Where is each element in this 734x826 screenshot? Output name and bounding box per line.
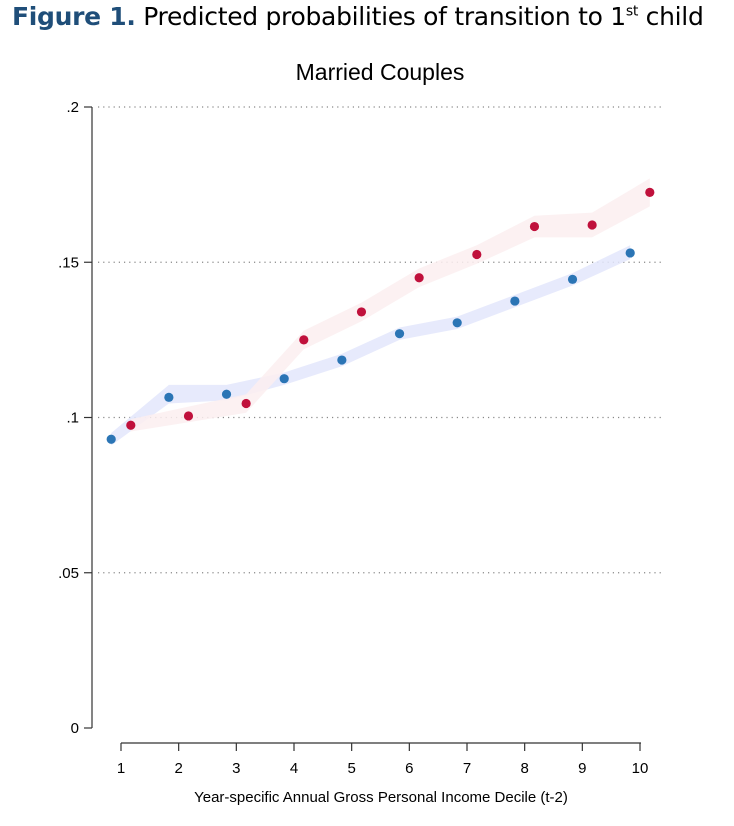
x-tick-label: 10 [632, 760, 649, 777]
y-ticks: 0 .05 .1 .15 .2 [58, 99, 92, 737]
figure-caption-end: child [638, 2, 704, 31]
data-point-series-2 [414, 273, 424, 283]
x-tick-label: 6 [405, 760, 413, 777]
y-tick-label: .15 [58, 254, 79, 271]
data-point-series-2 [587, 220, 597, 230]
y-tick-label: .2 [66, 99, 79, 116]
figure-caption: Predicted probabilities of transition to… [143, 2, 626, 31]
data-point-series-1 [452, 318, 462, 328]
x-tick-label: 2 [174, 760, 182, 777]
data-point-series-1 [221, 389, 232, 399]
x-tick-label: 9 [578, 760, 586, 777]
x-tick-label: 7 [463, 760, 471, 777]
data-point-series-2 [299, 335, 309, 345]
data-point-series-2 [472, 249, 482, 260]
data-point-series-1 [625, 248, 635, 258]
data-point-series-1 [279, 374, 289, 384]
data-point-series-2 [241, 398, 251, 409]
axes [91, 107, 641, 744]
data-point-series-2 [645, 187, 655, 197]
figure-label: Figure 1. [12, 2, 136, 31]
x-axis-title: Year-specific Annual Gross Personal Inco… [194, 789, 568, 806]
y-tick-label: .1 [66, 410, 79, 427]
data-point-series-1 [164, 392, 174, 402]
x-tick-label: 3 [232, 760, 240, 777]
figure-heading: Figure 1. Predicted probabilities of tra… [12, 2, 704, 31]
data-point-series-1 [106, 434, 116, 444]
confidence-bands [111, 178, 650, 446]
y-tick-label: .05 [58, 565, 79, 582]
chart-title: Married Couples [296, 59, 465, 85]
x-tick-label: 4 [290, 760, 298, 777]
data-point-series-1 [394, 329, 405, 339]
data-point-series-2 [126, 420, 136, 430]
x-tick-label: 1 [117, 760, 125, 777]
data-points [106, 187, 655, 444]
y-tick-label: 0 [71, 720, 79, 737]
data-point-series-1 [337, 355, 347, 365]
x-tick-label: 8 [520, 760, 528, 777]
data-point-series-1 [510, 296, 520, 306]
data-point-series-2 [356, 307, 367, 317]
data-point-series-2 [529, 221, 540, 232]
data-point-series-2 [183, 411, 194, 421]
x-ticks: 1 2 3 4 5 6 7 8 9 10 [117, 743, 649, 777]
figure-caption-superscript: st [625, 3, 639, 20]
x-tick-label: 5 [347, 760, 355, 777]
confidence-band-series-2 [130, 178, 650, 432]
data-point-series-1 [567, 274, 578, 284]
